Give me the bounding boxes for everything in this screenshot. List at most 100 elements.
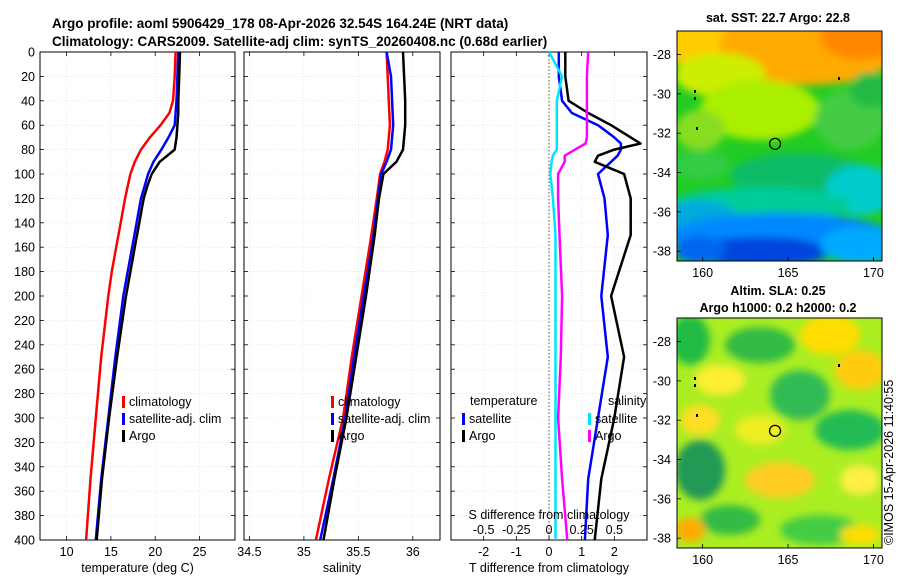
legend-label: satellite — [469, 412, 511, 426]
legend-swatch — [331, 396, 334, 408]
x-tick-label: -1 — [511, 545, 522, 559]
island-speck — [696, 127, 698, 130]
y-tick-label: 220 — [14, 314, 35, 328]
map-y-tick-label: -38 — [653, 245, 671, 259]
legend-swatch — [462, 413, 465, 425]
legend-label: climatology — [129, 395, 192, 409]
y-tick-label: 320 — [14, 436, 35, 450]
x-tick-label: 0 — [546, 545, 553, 559]
legend-label: Argo — [129, 429, 155, 443]
argo-location-marker — [768, 137, 782, 150]
plot-frame — [243, 51, 441, 541]
x-tick-label: 35.5 — [346, 545, 370, 559]
x-tick-label: 15 — [104, 545, 118, 559]
y-tick-label: 300 — [14, 412, 35, 426]
sla-map-title: Altim. SLA: 0.25 — [730, 284, 825, 298]
legend-label: Argo — [469, 429, 495, 443]
map-x-tick-label: 165 — [778, 553, 799, 567]
map-y-tick-label: -34 — [653, 453, 671, 467]
s-tick-label: -0.5 — [473, 523, 495, 537]
x-tick-label: 34.5 — [237, 545, 261, 559]
legend-swatch — [122, 396, 125, 408]
map-y-tick-label: -30 — [653, 374, 671, 388]
sla-map-frame — [676, 317, 883, 549]
y-tick-label: 0 — [28, 46, 35, 60]
sla-heatmap — [677, 318, 882, 548]
y-tick-label: 360 — [14, 485, 35, 499]
sst-heatmap — [677, 31, 882, 261]
legend-swatch — [331, 413, 334, 425]
y-tick-label: 160 — [14, 241, 35, 255]
legend-swatch — [122, 413, 125, 425]
map-x-tick-label: 165 — [778, 266, 799, 280]
argo-line — [95, 52, 182, 540]
y-tick-label: 340 — [14, 460, 35, 474]
map-y-tick-label: -32 — [653, 414, 671, 428]
y-tick-label: 100 — [14, 168, 35, 182]
map-x-tick-label: 160 — [692, 553, 713, 567]
y-tick-label: 120 — [14, 192, 35, 206]
x-axis-label: temperature (deg C) — [81, 561, 194, 575]
legend-swatch — [122, 430, 125, 442]
s-tick-label: 0.25 — [569, 523, 593, 537]
imos-watermark: ©IMOS 15-Apr-2026 11:40:55 — [882, 380, 896, 545]
y-tick-label: 400 — [14, 534, 35, 548]
map-x-tick-label: 160 — [692, 266, 713, 280]
x-tick-label: 1 — [578, 545, 585, 559]
map-x-tick-label: 170 — [863, 266, 884, 280]
salinity-panel: 34.5 35 35.5 36 salinity climatology satellite… — [237, 51, 441, 575]
argo-line — [322, 52, 407, 540]
y-tick-label: 240 — [14, 338, 35, 352]
t-diff-satellite-line — [557, 52, 623, 540]
sst-map-axes: 160 165 170 -28 -30 -32 -34 -36 -38 — [653, 48, 884, 280]
legend-label: satellite-adj. clim — [129, 412, 221, 426]
map-y-tick-label: -28 — [653, 48, 671, 62]
x-axis-label: T difference from climatology — [469, 561, 630, 575]
legend-swatch — [588, 413, 591, 425]
sla-map-axes: 160 165 170 -28 -30 -32 -34 -36 -38 — [653, 335, 884, 567]
x-tick-label: 20 — [148, 545, 162, 559]
map-y-tick-label: -38 — [653, 532, 671, 546]
island-speck — [694, 90, 696, 93]
sla-map-subtitle: Argo h1000: 0.2 h2000: 0.2 — [699, 301, 856, 315]
y-tick-label: 180 — [14, 265, 35, 279]
map-y-tick-label: -32 — [653, 127, 671, 141]
map-y-tick-label: -30 — [653, 87, 671, 101]
x-tick-label: 25 — [193, 545, 207, 559]
island-speck — [694, 377, 696, 380]
legend-label: climatology — [338, 395, 401, 409]
island-speck — [694, 384, 696, 387]
legend-swatch — [588, 430, 591, 442]
legend-swatch — [462, 430, 465, 442]
y-tick-label: 40 — [21, 94, 35, 108]
y-tick-label: 20 — [21, 70, 35, 84]
island-speck — [838, 364, 840, 367]
t-diff-argo-line — [564, 52, 642, 540]
map-y-tick-label: -34 — [653, 166, 671, 180]
header-line-1: Argo profile: aoml 5906429_178 08-Apr-20… — [52, 16, 508, 31]
y-tick-label: 380 — [14, 509, 35, 523]
legend-label: Argo — [595, 429, 621, 443]
map-y-tick-label: -36 — [653, 492, 671, 506]
legend-label: satellite — [595, 412, 637, 426]
island-speck — [838, 77, 840, 80]
s-diff-argo-line — [556, 52, 590, 540]
island-speck — [694, 97, 696, 100]
x-axis-label: salinity — [323, 561, 362, 575]
y-tick-label: 280 — [14, 387, 35, 401]
satellite-clim-line — [94, 52, 180, 540]
sst-map-frame — [676, 30, 883, 262]
header-line-2: Climatology: CARS2009. Satellite-adj cli… — [52, 34, 547, 49]
difference-panel: -2 -1 0 1 2 T difference from climatology S di… — [450, 51, 648, 575]
legend-title-temperature: temperature — [470, 394, 537, 408]
temperature-panel: 0 20 40 60 80 100 120 140 160 180 200 220 240 260 280 3… — [14, 46, 236, 575]
map-y-tick-label: -28 — [653, 335, 671, 349]
x-tick-label: 36 — [406, 545, 420, 559]
y-tick-label: 80 — [21, 143, 35, 157]
x-tick-label: 10 — [60, 545, 74, 559]
island-speck — [696, 414, 698, 417]
map-y-tick-label: -36 — [653, 205, 671, 219]
legend-swatch — [331, 430, 334, 442]
argo-location-marker — [768, 424, 782, 437]
